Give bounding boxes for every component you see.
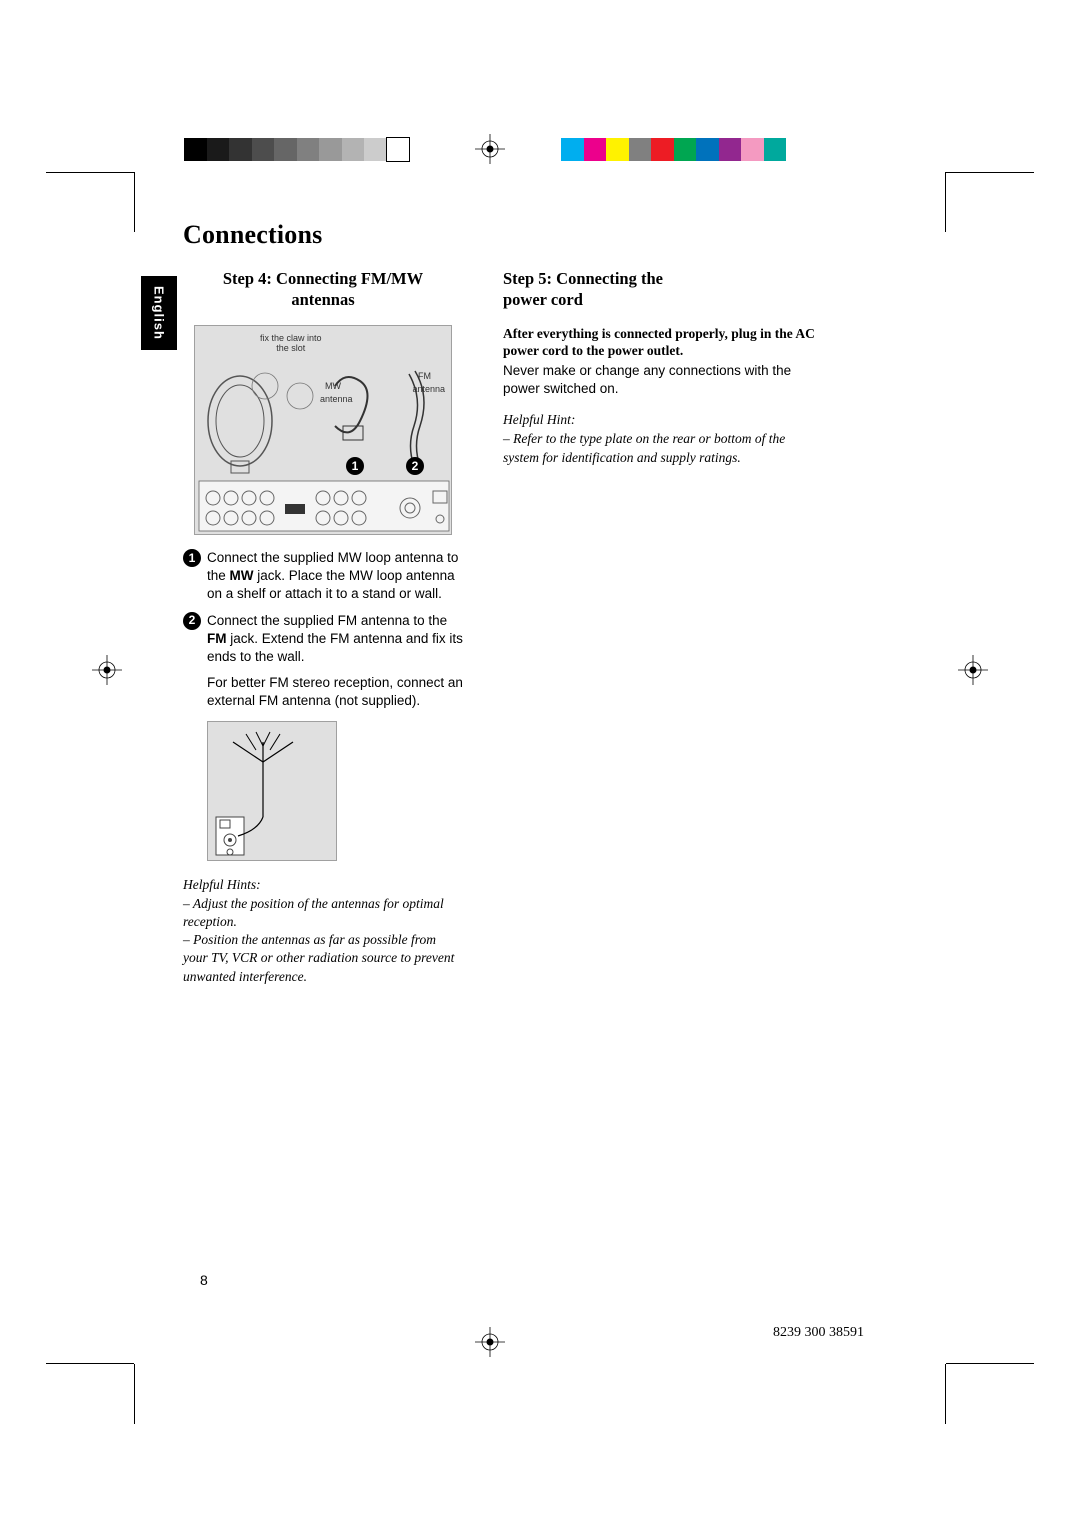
hint-heading-right: Helpful Hint: <box>503 412 823 428</box>
registration-mark-icon <box>92 655 122 690</box>
page-content: English Connections Step 4: Connecting F… <box>183 220 903 986</box>
column-left: Step 4: Connecting FM/MWantennas fix the… <box>183 268 463 986</box>
svg-text:1: 1 <box>352 459 359 473</box>
svg-text:2: 2 <box>412 459 419 473</box>
registration-mark-icon <box>475 134 505 164</box>
hint-1: – Adjust the position of the antennas fo… <box>183 895 463 931</box>
registration-mark-icon <box>958 655 988 690</box>
step-2: 2 Connect the supplied FM antenna to the… <box>183 612 463 667</box>
page-number: 8 <box>200 1272 208 1288</box>
registration-mark-icon <box>475 1327 505 1362</box>
hints-heading: Helpful Hints: <box>183 877 463 893</box>
column-right: Step 5: Connecting thepower cord After e… <box>503 268 823 986</box>
hint-right: – Refer to the type plate on the rear or… <box>503 430 823 466</box>
step-2-text: Connect the supplied FM antenna to the F… <box>207 612 463 667</box>
page-title: Connections <box>183 220 903 250</box>
step-badge-2-icon: 2 <box>183 612 201 630</box>
fm-antenna-diagram <box>207 721 337 861</box>
step-1: 1 Connect the supplied MW loop antenna t… <box>183 549 463 604</box>
step-1-text: Connect the supplied MW loop antenna to … <box>207 549 463 604</box>
step4-heading: Step 4: Connecting FM/MWantennas <box>183 268 463 311</box>
hint-2: – Position the antennas as far as possib… <box>183 931 463 986</box>
color-calibration-bar <box>561 138 788 161</box>
language-label: English <box>152 286 167 340</box>
power-bold-paragraph: After everything is connected properly, … <box>503 325 823 360</box>
step5-heading: Step 5: Connecting thepower cord <box>503 268 823 311</box>
grayscale-calibration-bar <box>184 138 411 161</box>
language-tab: English <box>141 276 177 350</box>
extra-paragraph: For better FM stereo reception, connect … <box>207 674 463 710</box>
document-code: 8239 300 38591 <box>773 1325 864 1341</box>
antenna-connection-diagram: fix the claw intothe slot MW antenna FM … <box>194 325 452 535</box>
power-paragraph: Never make or change any connections wit… <box>503 362 823 398</box>
step-badge-1-icon: 1 <box>183 549 201 567</box>
